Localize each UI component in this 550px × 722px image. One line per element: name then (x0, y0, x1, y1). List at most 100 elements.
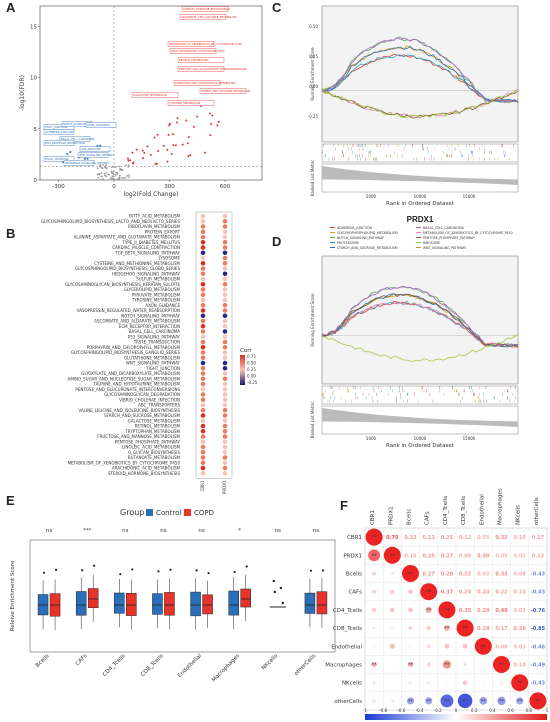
row-label: TIGHT_JUNCTION (145, 366, 180, 371)
corr-dot (200, 444, 206, 450)
corr-dot (200, 344, 206, 350)
row-label: GLYOXYLATE_AND_DICARBOXYLATE_METABOLISM (81, 371, 180, 376)
corr-value: 0.49 (495, 608, 508, 614)
row-label: PRDX1 (343, 553, 362, 559)
row-label: STARCH_AND_SUCROSE_METABOLISM (104, 413, 180, 418)
corr-dot (222, 323, 228, 329)
point-up (166, 160, 169, 163)
outlier (131, 568, 134, 571)
box-copd (202, 594, 213, 615)
point-ns (104, 174, 106, 177)
y-axis-label: Running Enrichment Score (310, 293, 315, 347)
legend-bar (240, 355, 245, 385)
point-down (99, 144, 102, 147)
enrichment-line (321, 88, 519, 119)
corr-dot (200, 323, 206, 329)
corr-dot (222, 281, 228, 287)
corr-circle (408, 607, 413, 613)
box-copd (164, 592, 175, 616)
outlier (309, 569, 313, 572)
corr-dot (200, 439, 206, 445)
corr-dot (200, 302, 206, 308)
label-down: HEDGEHOG_SIGNALING_PATHWAY (65, 161, 110, 165)
row-label: TASTE_TRANSDUCTION (133, 340, 180, 345)
corr-dot (222, 334, 228, 340)
corr-circle (442, 660, 452, 669)
box-copd (126, 593, 137, 616)
point-up (176, 117, 179, 120)
significance-stars: ** (517, 699, 523, 705)
corr-circle (463, 663, 467, 666)
row-label: ECM_RECEPTOR_INTERACTION (119, 324, 180, 329)
point-up (168, 124, 171, 127)
corr-dot (200, 234, 206, 240)
corr-dot (222, 313, 228, 319)
outlier (169, 568, 172, 571)
corr-value: 0.05 (477, 572, 490, 578)
label-box-down (77, 152, 109, 158)
row-label: VALINE_LEUCINE_AND_ISOLEUCINE_BIOSYNTHES… (79, 408, 181, 413)
corr-dot (222, 407, 228, 413)
label-down: GAP_JUNCTION (81, 147, 100, 151)
corr-dot (200, 350, 206, 355)
point-up (157, 150, 160, 153)
box-control (114, 592, 125, 614)
label-box-up (167, 41, 215, 47)
enrichment-line (321, 45, 519, 104)
label-box-down (63, 160, 95, 166)
corr-dot (200, 392, 206, 397)
gsea-title: PRDX1 (407, 215, 434, 224)
label-box-up (199, 88, 247, 94)
legend-tick: 0.75 (247, 354, 256, 359)
legend-entry: RIBOSOME (423, 241, 440, 245)
point-up (193, 125, 196, 128)
significance-stars: ** (499, 663, 505, 669)
corr-dot (222, 386, 228, 392)
corr-value: 0.12 (459, 535, 472, 541)
significance-label: *** (83, 528, 92, 534)
point-ns (112, 175, 114, 178)
corr-value: 0.27 (423, 572, 436, 578)
corr-circle (438, 601, 456, 619)
corr-circle (427, 681, 431, 685)
point-ns (105, 171, 108, 174)
point-up (169, 122, 172, 125)
corr-dot (222, 287, 228, 292)
significance-stars: ** (444, 626, 450, 632)
corr-dot (200, 365, 206, 371)
point-up (172, 144, 175, 147)
label-up: PORPHYRIN_AND_CHLOROPHYLL_METABOLISM (175, 81, 236, 85)
point-ns (97, 176, 100, 179)
corr-dot (200, 260, 206, 266)
column-label: PRDX1 (388, 506, 394, 525)
corr-dot (200, 449, 206, 455)
row-label: LINOLEIC_ACID_METABOLISM (122, 445, 181, 450)
corr-circle (426, 662, 431, 667)
corr-dot (222, 413, 228, 418)
corr-circle (402, 565, 419, 582)
corr-value: 0.28 (477, 626, 490, 632)
outlier (54, 568, 58, 571)
point-up (186, 142, 189, 145)
colorbar-tick: 0 (455, 708, 458, 713)
enrichment-line (321, 334, 519, 362)
corr-dot (222, 266, 228, 271)
x-tick-label: 300 (164, 184, 175, 190)
corr-circle (372, 681, 376, 685)
row-label: VIBRIO_CHOLERAE_INFECTION (119, 397, 180, 402)
point-up (149, 153, 152, 156)
corr-circle (365, 528, 383, 546)
corr-dot (222, 434, 228, 439)
legend-tick: 0.00 (247, 374, 256, 379)
panel-f-corr-matrix: CBR1 CBR1 PRDX1 PRDX1 Bcells Bcells CAFs CAFs CD… (325, 488, 549, 720)
corr-value: 0.02 (514, 553, 527, 559)
y-tick-label: 15 (30, 24, 37, 30)
legend-entry: PENTOSE_PHOSPHATE_PATHWAY (423, 236, 475, 240)
column-label: Macrophages (498, 488, 504, 525)
row-label: GLYCOSPHINGOLIPID_BIOSYNTHESIS_LACTO_AND… (41, 219, 180, 224)
point-up (181, 143, 184, 146)
enrichment-frame (321, 255, 519, 385)
y-tick-label: 0.50 (309, 24, 318, 29)
point-ns (118, 174, 121, 177)
